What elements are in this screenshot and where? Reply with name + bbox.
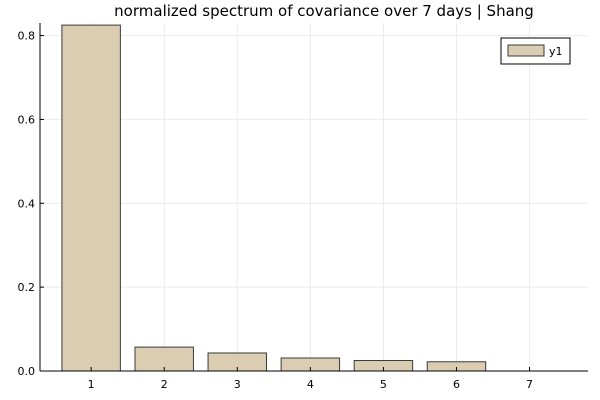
y-tick-label: 0.8 — [18, 30, 36, 43]
tick-labels: 1 2 3 4 5 6 7 0.0 0.2 0.4 0.6 0.8 — [18, 30, 534, 391]
bar-1 — [61, 24, 121, 372]
y-tick-label: 0.0 — [18, 365, 36, 378]
x-tick-label: 2 — [161, 378, 168, 391]
grid — [40, 23, 588, 372]
x-tick-label: 3 — [234, 378, 241, 391]
x-tick-label: 1 — [88, 378, 95, 391]
x-tick-label: 4 — [307, 378, 314, 391]
bars — [61, 24, 487, 372]
x-tick-label: 5 — [380, 378, 387, 391]
axes — [39, 23, 588, 372]
y-tick-label: 0.2 — [18, 281, 36, 294]
x-tick-label: 6 — [453, 378, 460, 391]
legend: y1 — [500, 37, 571, 65]
y-tick-label: 0.4 — [18, 197, 36, 210]
chart-title: normalized spectrum of covariance over 7… — [114, 2, 534, 20]
legend-swatch — [507, 44, 545, 57]
x-tick-label: 7 — [526, 378, 533, 391]
y-tick-label: 0.6 — [18, 113, 36, 126]
legend-label: y1 — [549, 45, 563, 58]
